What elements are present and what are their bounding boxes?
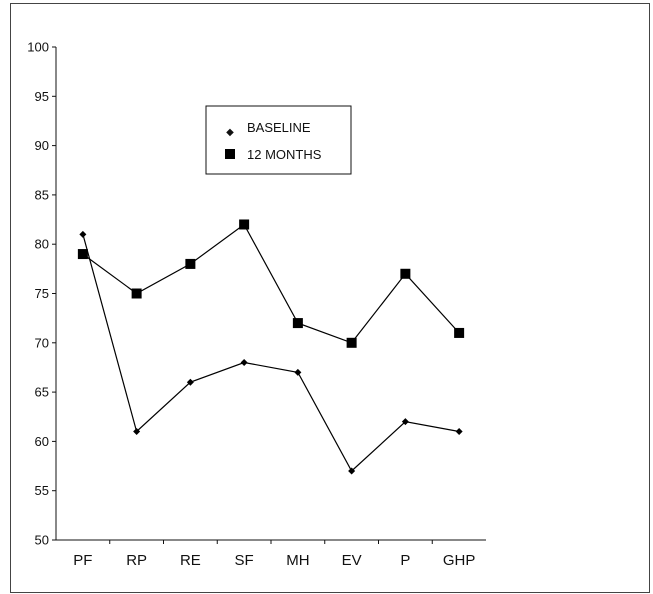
chart: 50 55 60 65 70 75 80 85 90 95 100 PF RP RE SF MH EV P GHP… <box>27 40 486 569</box>
legend-label-12-months: 12 MONTHS <box>247 147 322 162</box>
x-tick-label: GHP <box>443 552 476 569</box>
x-tick-label: RE <box>180 552 201 569</box>
x-tick-label: EV <box>342 552 362 569</box>
chart-frame: 50 55 60 65 70 75 80 85 90 95 100 PF RP RE SF MH EV P GHP… <box>10 3 650 593</box>
series-layer <box>77 219 465 475</box>
y-tick-label: 100 <box>27 40 49 55</box>
legend: ◆ BASELINE 12 MONTHS <box>205 105 352 175</box>
series-line-12-months <box>82 223 460 344</box>
point-baseline <box>79 230 87 238</box>
legend-marker-12-months <box>225 149 235 159</box>
x-tick-label: MH <box>286 552 309 569</box>
point-12-months <box>131 288 142 299</box>
point-baseline <box>348 467 356 475</box>
point-12-months <box>454 327 465 338</box>
legend-label-baseline: BASELINE <box>247 120 311 135</box>
y-tick-label: 95 <box>35 89 49 104</box>
y-tick-label: 60 <box>35 434 49 449</box>
point-baseline <box>294 368 302 376</box>
point-baseline <box>240 359 248 367</box>
y-tick-label: 85 <box>35 187 49 202</box>
y-tick-label: 90 <box>35 138 49 153</box>
x-tick-label: RP <box>126 552 147 569</box>
y-tick-label: 65 <box>35 385 49 400</box>
point-baseline <box>455 428 463 436</box>
y-tick-label: 55 <box>35 483 49 498</box>
x-tick-label: SF <box>235 552 254 569</box>
point-12-months <box>185 258 196 269</box>
point-12-months <box>400 268 411 279</box>
point-baseline <box>401 418 409 426</box>
point-12-months <box>77 249 88 260</box>
y-tick-label: 70 <box>35 335 49 350</box>
y-tick-label: 80 <box>35 237 49 252</box>
series-line-baseline <box>82 234 460 472</box>
point-baseline <box>133 428 141 436</box>
y-tick-label: 50 <box>35 533 49 548</box>
legend-marker-baseline: ◆ <box>226 127 234 138</box>
x-tick-label: P <box>400 552 410 569</box>
legend-box <box>205 105 352 175</box>
y-tick-label: 75 <box>35 286 49 301</box>
x-axis-ticks: PF RP RE SF MH EV P GHP <box>73 540 475 569</box>
point-12-months <box>239 219 250 230</box>
y-axis-ticks: 50 55 60 65 70 75 80 85 90 95 100 <box>27 40 56 548</box>
point-12-months <box>292 318 303 329</box>
x-tick-label: PF <box>73 552 92 569</box>
point-baseline <box>186 378 194 386</box>
point-12-months <box>346 337 357 348</box>
